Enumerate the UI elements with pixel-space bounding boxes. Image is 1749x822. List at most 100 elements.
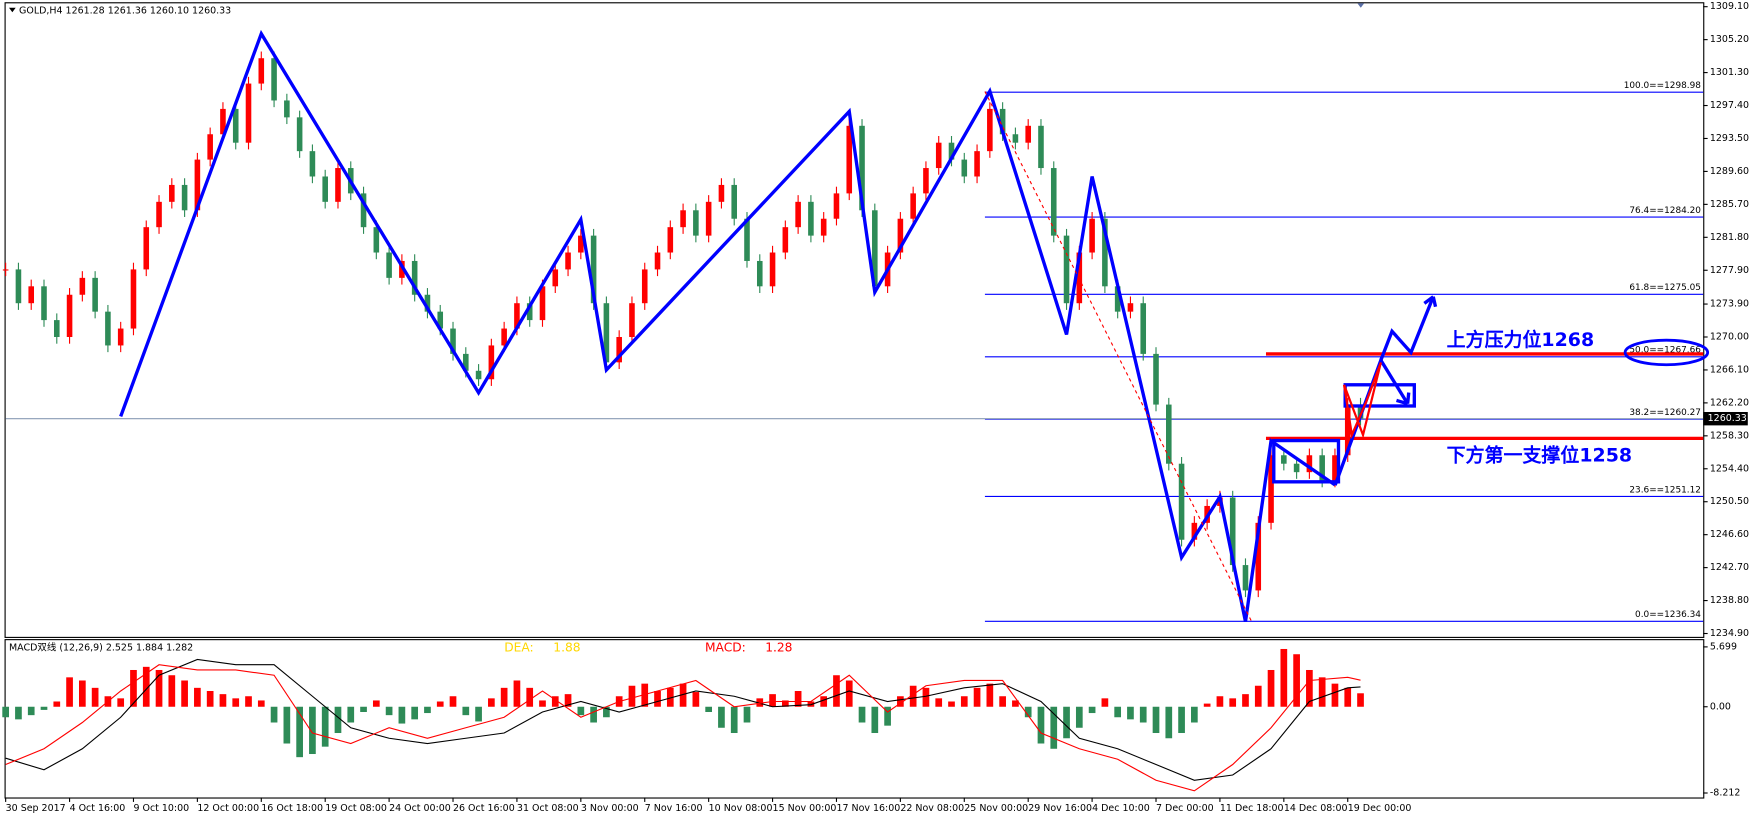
macd-bar [743,706,751,723]
candle [271,58,277,101]
candle [1191,522,1198,540]
candle [232,108,239,143]
candle [463,353,469,371]
macd-bar [654,690,661,707]
macd-bar [436,701,444,707]
macd-label: MACD: [705,641,746,655]
candle [756,260,763,287]
candle [296,117,303,152]
macd-bar [935,698,943,707]
macd-bar [769,694,776,707]
x-tick-label: 25 Nov 00:00 [964,803,1028,814]
candle [833,193,840,219]
candle [974,151,980,177]
macd-bar [181,680,188,707]
candle [1255,522,1262,591]
macd-bar [449,696,457,707]
candle [53,320,60,337]
arrow-head [1395,295,1438,406]
candle [565,252,571,270]
macd-bar [1012,700,1019,707]
candle [41,286,47,321]
x-tick-label: 31 Oct 08:00 [517,803,579,814]
candle [386,252,392,278]
dea-value: 1.88 [553,641,580,655]
macd-bar [296,706,303,758]
candle [1127,303,1134,312]
x-tick-label: 24 Oct 00:00 [389,803,451,814]
candle [1089,218,1095,253]
macd-bar [781,700,789,707]
candle [373,227,380,253]
candle [603,303,610,363]
macd-bar [794,690,802,707]
menu-arrow[interactable] [9,7,16,13]
candle [207,134,213,160]
price-panel [4,2,1705,638]
macd-bar [385,706,393,716]
candle [897,218,904,253]
y-tick-label: 1242.70 [1710,562,1749,573]
candle [782,227,789,253]
candle [1114,286,1121,312]
candle [859,125,865,211]
candle [28,286,35,304]
candle [820,218,827,236]
x-tick-label: 11 Dec 18:00 [1220,803,1284,814]
x-tick-label: 19 Dec 00:00 [1348,803,1412,814]
macd-bar [577,706,585,716]
macd-bar [219,694,227,707]
y-tick-label: 1238.80 [1710,595,1749,606]
x-tick-label: 3 Nov 00:00 [581,803,639,814]
candle [616,336,622,363]
macd-bar [283,706,291,744]
candle [92,277,98,312]
candle [1229,497,1236,566]
candle [680,210,686,228]
candle [935,142,942,169]
y-tick-label: 1285.70 [1710,199,1749,210]
macd-bar [372,700,380,707]
candle [143,227,150,270]
candle [117,328,124,346]
macd-bar [1229,698,1237,707]
candle [641,269,648,304]
macd-bar [1267,669,1275,707]
macd-bar [168,675,176,707]
candle [872,210,878,287]
candle [1344,404,1351,456]
macd-bar [1191,706,1198,723]
macd-bar [1063,706,1070,739]
macd-bar [1242,694,1249,707]
candle [1166,404,1172,464]
last-price-box [1703,411,1748,426]
x-tick-label: 15 Nov 00:00 [773,803,837,814]
fib-label: 38.2==1260.27 [1629,408,1701,418]
macd-bar [1127,706,1134,720]
candle [514,303,520,329]
macd-bar [270,706,278,723]
dea-label: DEA: [504,641,533,655]
candle [1332,455,1338,481]
macd-bar [718,706,725,728]
x-tick-label: 17 Nov 16:00 [836,803,900,814]
candle [1178,463,1185,540]
macd-bar [66,677,73,707]
candle [411,260,418,295]
macd-bar [692,692,700,707]
macd-value: 1.28 [765,641,792,655]
projection-path [1342,362,1382,439]
macd-bar [53,701,61,707]
candle [987,108,993,152]
y-tick-label: 1301.30 [1710,67,1749,78]
candle [450,328,456,354]
macd-bar [551,696,559,707]
level-annotation: 下方第一支撑位1258 [1447,444,1632,467]
candle [923,168,929,194]
macd-title: MACD双线 (12,26,9) 2.525 1.884 1.282 [9,642,193,654]
y-tick-label: 1293.50 [1710,133,1749,144]
macd-bar [986,683,994,707]
candle [578,235,584,253]
macd-bar [130,669,137,707]
